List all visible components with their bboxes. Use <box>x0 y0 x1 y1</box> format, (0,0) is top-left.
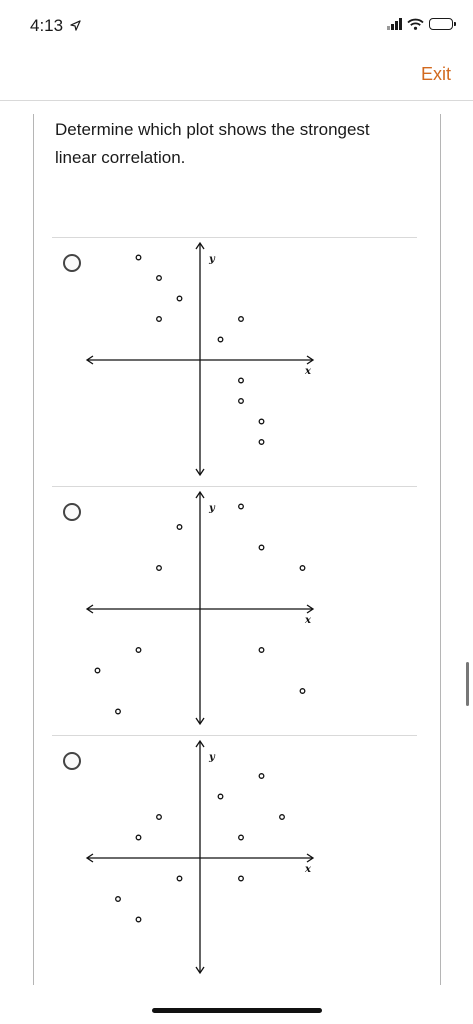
y-axis-arrow-up <box>195 490 205 499</box>
data-point <box>258 418 265 425</box>
y-axis-arrow-down <box>195 468 205 477</box>
x-axis-arrow-left <box>85 604 94 614</box>
battery-icon <box>429 18 456 30</box>
radio-button-3[interactable] <box>63 752 81 770</box>
x-axis-label: x <box>304 864 312 875</box>
exit-button[interactable]: Exit <box>420 64 451 84</box>
data-point <box>238 377 244 384</box>
radio-button-1[interactable] <box>63 254 81 272</box>
data-point <box>217 793 224 800</box>
data-point <box>217 336 224 343</box>
radio-button-2[interactable] <box>63 503 81 521</box>
data-point <box>135 254 142 261</box>
status-time-text: 4:13 <box>30 16 64 35</box>
data-point <box>279 814 285 820</box>
y-axis-arrow-down <box>195 966 205 975</box>
question-text: Determine which plot shows the strongest… <box>55 120 370 167</box>
data-point <box>115 708 121 715</box>
data-point <box>238 834 244 841</box>
data-point <box>115 896 121 902</box>
scatter-plot-1: xy <box>85 241 315 477</box>
wifi-icon <box>407 18 424 30</box>
scatter-plot-2: xy <box>85 490 315 726</box>
data-point <box>135 647 142 653</box>
x-axis-arrow-right <box>306 604 315 614</box>
data-point <box>156 316 162 322</box>
home-indicator <box>152 1008 322 1013</box>
data-point <box>299 565 306 571</box>
data-point <box>156 275 162 281</box>
status-time: 4:13 <box>30 16 81 36</box>
y-axis-label: y <box>208 254 216 265</box>
x-axis-arrow-left <box>85 355 94 365</box>
data-point <box>156 814 162 820</box>
y-axis-arrow-up <box>195 739 205 748</box>
data-point <box>299 688 306 694</box>
data-point <box>258 544 265 551</box>
header-divider <box>0 100 473 101</box>
y-axis-arrow-down <box>195 717 205 726</box>
data-point <box>238 316 244 322</box>
scrollbar[interactable] <box>466 662 469 706</box>
data-point <box>238 503 244 510</box>
data-point <box>135 916 142 923</box>
content-left-border <box>33 114 34 985</box>
x-axis-arrow-right <box>306 853 315 863</box>
scatter-plot-3: xy <box>85 739 315 975</box>
data-point <box>238 398 244 404</box>
data-point <box>238 875 244 882</box>
y-axis-label: y <box>208 503 216 514</box>
data-point <box>94 667 101 674</box>
data-point <box>176 524 183 530</box>
y-axis-arrow-up <box>195 241 205 250</box>
content-right-border <box>440 114 441 985</box>
data-point <box>258 773 265 779</box>
x-axis-label: x <box>304 615 312 626</box>
x-axis-label: x <box>304 366 312 377</box>
data-point <box>176 875 183 882</box>
data-point <box>258 647 265 653</box>
data-point <box>156 565 162 571</box>
signal-bars-icon <box>387 18 402 30</box>
data-point <box>176 295 183 302</box>
status-icons <box>387 18 456 30</box>
data-point <box>135 834 142 841</box>
data-point <box>258 439 265 445</box>
x-axis-arrow-left <box>85 853 94 863</box>
y-axis-label: y <box>208 752 216 763</box>
location-arrow-icon <box>70 20 81 31</box>
x-axis-arrow-right <box>306 355 315 365</box>
